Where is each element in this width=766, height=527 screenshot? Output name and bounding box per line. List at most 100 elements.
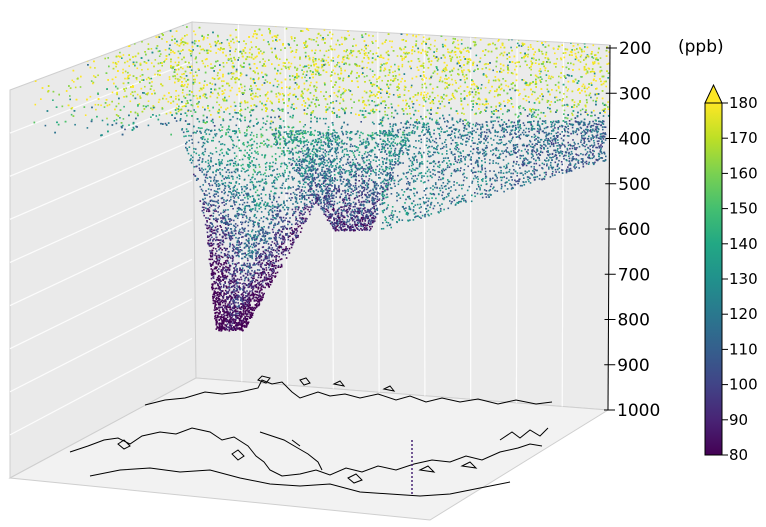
ozone-point bbox=[55, 106, 58, 108]
ozone-point bbox=[106, 104, 109, 107]
ozone-point bbox=[450, 60, 452, 62]
ozone-point bbox=[174, 81, 176, 84]
ozone-point bbox=[191, 104, 194, 107]
ozone-point bbox=[144, 51, 146, 53]
ozone-point bbox=[194, 81, 196, 83]
ozone-point bbox=[542, 95, 544, 98]
ozone-point bbox=[330, 74, 333, 76]
ozone-point bbox=[306, 44, 309, 47]
ozone-point bbox=[593, 72, 596, 75]
ozone-point bbox=[139, 95, 141, 98]
ozone-point bbox=[502, 69, 505, 72]
ozone-point bbox=[489, 35, 492, 38]
ozone-point bbox=[176, 40, 178, 43]
ozone-point bbox=[485, 110, 487, 112]
ozone-point bbox=[397, 96, 400, 98]
ozone-point bbox=[456, 90, 458, 93]
ozone-point bbox=[343, 109, 346, 111]
ozone-point bbox=[315, 96, 318, 99]
ozone-point bbox=[294, 66, 296, 69]
ozone-point bbox=[274, 47, 276, 50]
ozone-point bbox=[443, 68, 445, 70]
ozone-point bbox=[435, 119, 438, 122]
ozone-point bbox=[378, 110, 381, 113]
left-pane-gridline bbox=[9, 179, 193, 263]
ozone-point bbox=[591, 51, 593, 53]
ozone-point bbox=[237, 59, 239, 61]
ozone-point bbox=[373, 123, 375, 125]
ozone-point bbox=[215, 52, 217, 54]
ozone-point bbox=[229, 50, 231, 52]
ozone-point bbox=[174, 77, 177, 80]
ozone-point bbox=[349, 90, 352, 92]
ozone-point bbox=[435, 50, 438, 52]
ozone-point bbox=[365, 91, 368, 94]
ozone-point bbox=[514, 62, 517, 64]
ozone-point bbox=[87, 64, 89, 66]
ozone-point bbox=[99, 53, 102, 55]
ozone-point bbox=[393, 79, 396, 82]
ozone-point bbox=[270, 47, 273, 50]
ozone-point bbox=[51, 65, 54, 67]
ozone-point bbox=[485, 74, 487, 77]
ozone-point bbox=[218, 94, 220, 96]
ozone-point bbox=[314, 49, 317, 52]
gridlines bbox=[9, 24, 565, 436]
ozone-point bbox=[538, 70, 541, 72]
ozone-point bbox=[393, 116, 395, 119]
ozone-point bbox=[426, 54, 428, 57]
ozone-point bbox=[454, 97, 456, 100]
ozone-point bbox=[293, 108, 295, 110]
ozone-point bbox=[524, 60, 527, 63]
ozone-point bbox=[596, 97, 598, 99]
ozone-point bbox=[368, 103, 371, 106]
ozone-point bbox=[190, 54, 192, 57]
ozone-point bbox=[606, 70, 608, 72]
ozone-point bbox=[581, 108, 584, 111]
ozone-point bbox=[401, 55, 403, 58]
ozone-point bbox=[444, 78, 446, 80]
ozone-point bbox=[407, 60, 410, 63]
ozone-point bbox=[79, 57, 82, 59]
ozone-point bbox=[436, 73, 439, 75]
ozone-point bbox=[550, 121, 552, 123]
ozone-point bbox=[523, 55, 525, 58]
ozone-point bbox=[47, 90, 49, 93]
ozone-point bbox=[83, 57, 86, 59]
ozone-point bbox=[528, 33, 531, 36]
ozone-point bbox=[325, 111, 327, 113]
ozone-point bbox=[430, 107, 433, 109]
ozone-point bbox=[595, 103, 597, 106]
ozone-point bbox=[350, 98, 352, 101]
ozone-point bbox=[337, 61, 339, 64]
ozone-point bbox=[291, 116, 294, 119]
ozone-point bbox=[571, 54, 573, 56]
ozone-point bbox=[141, 110, 144, 113]
ozone-point bbox=[213, 78, 216, 80]
ozone-point bbox=[324, 42, 326, 44]
ozone-point bbox=[243, 40, 245, 42]
ozone-point bbox=[337, 56, 339, 58]
ozone-point bbox=[241, 52, 243, 55]
ozone-point bbox=[572, 110, 575, 112]
ozone-point bbox=[476, 64, 478, 67]
ozone-point bbox=[576, 105, 578, 108]
ozone-point bbox=[505, 84, 507, 87]
ozone-point bbox=[257, 48, 260, 50]
ozone-point bbox=[318, 74, 320, 76]
ozone-point bbox=[261, 52, 264, 55]
ozone-point bbox=[527, 55, 529, 58]
ozone-point bbox=[350, 49, 352, 52]
ozone-point bbox=[94, 42, 97, 44]
ozone-point bbox=[355, 56, 358, 58]
ozone-point bbox=[534, 91, 536, 94]
ozone-point bbox=[130, 93, 132, 95]
ozone-point bbox=[221, 80, 223, 82]
ozone-point bbox=[210, 120, 213, 122]
ozone-point bbox=[519, 105, 522, 107]
ozone-point bbox=[541, 93, 543, 95]
ozone-point bbox=[104, 57, 106, 60]
ozone-point bbox=[503, 46, 506, 49]
ozone-point bbox=[348, 89, 350, 91]
ozone-point bbox=[561, 44, 563, 46]
